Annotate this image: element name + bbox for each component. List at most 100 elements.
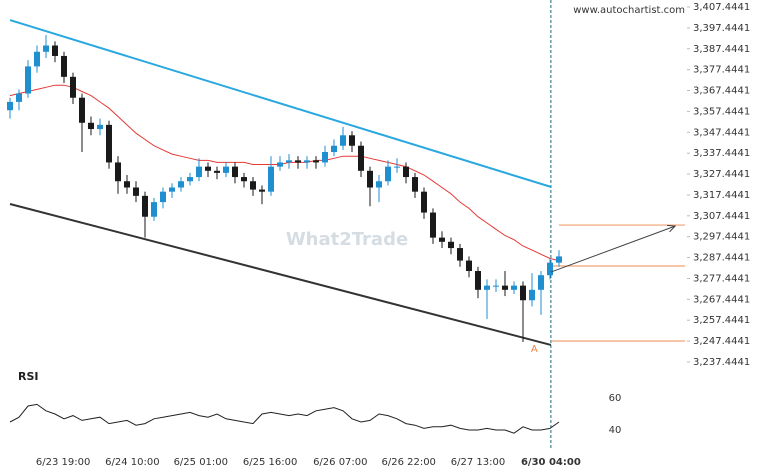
candle-body (15, 93, 22, 102)
candle-body (537, 275, 544, 290)
x-tick-label: 6/25 01:00 (174, 457, 228, 468)
candle-body (78, 97, 85, 123)
source-label: www.autochartist.com (573, 5, 685, 16)
candle-body (483, 285, 490, 290)
candle-body (24, 66, 31, 94)
candle-body (438, 237, 445, 242)
candle-body (222, 166, 229, 173)
rsi-tick-label: 60 (609, 393, 622, 404)
y-tick-label: 3,387.4441 (693, 44, 750, 55)
candle-body (501, 285, 508, 290)
candle-body (240, 177, 247, 182)
y-tick-label: 3,337.4441 (693, 148, 750, 159)
rsi-title: RSI (18, 370, 39, 383)
candle-body (492, 285, 499, 287)
x-tick-label: 6/26 07:00 (313, 457, 367, 468)
y-tick-label: 3,317.4441 (693, 190, 750, 201)
candle-body (123, 181, 130, 188)
candle-body (375, 181, 382, 188)
candle-body (267, 166, 274, 192)
candle-body (330, 145, 337, 153)
x-tick-label: 6/27 13:00 (451, 457, 505, 468)
x-tick-label: 6/26 22:00 (381, 457, 435, 468)
candle-body (456, 248, 463, 261)
rsi-tick-label: 40 (609, 425, 622, 436)
candle-body (204, 166, 211, 171)
candle-body (510, 285, 517, 290)
candle-body (339, 135, 346, 146)
candle-body (321, 152, 328, 163)
candle-body (393, 166, 400, 168)
watermark: What2Trade (286, 229, 408, 250)
candle-body (150, 202, 157, 217)
candle-body (312, 160, 319, 163)
candle-body (132, 187, 139, 196)
x-tick-label: 6/23 19:00 (36, 457, 90, 468)
candle-body (384, 166, 391, 182)
candle-body (96, 124, 103, 130)
candle-body (249, 181, 256, 190)
y-tick-label: 3,307.4441 (693, 211, 750, 222)
channel-line (9, 19, 552, 188)
y-tick-label: 3,357.4441 (693, 106, 750, 117)
y-tick-label: 3,277.4441 (693, 273, 750, 284)
candle-body (213, 170, 220, 173)
candle-body (411, 177, 418, 192)
y-tick-label: 3,407.4441 (693, 2, 750, 13)
candle-body (69, 76, 76, 98)
y-tick-label: 3,287.4441 (693, 253, 750, 264)
y-tick-label: 3,347.4441 (693, 127, 750, 138)
forecast-arrow (550, 225, 676, 273)
candle-body (276, 162, 283, 167)
candle-body (528, 289, 535, 301)
candle-body (258, 189, 265, 192)
candle-body (447, 241, 454, 249)
candle-body (114, 162, 121, 182)
candle-body (357, 145, 364, 171)
candle-body (141, 195, 148, 217)
candle-body (87, 122, 94, 130)
candle-body (465, 260, 472, 272)
candle-body (159, 191, 166, 203)
candle-body (519, 285, 526, 301)
candle-body (555, 256, 562, 263)
candle-body (186, 177, 193, 182)
candle-body (33, 51, 40, 67)
pattern-point-label: A (531, 344, 538, 355)
y-tick-label: 3,237.4441 (693, 357, 750, 368)
candle-body (402, 166, 409, 178)
candle-body (420, 191, 427, 213)
channel-line (9, 203, 552, 346)
candle-body (366, 170, 373, 188)
candle-body (348, 135, 355, 146)
x-tick-label: 6/24 10:00 (105, 457, 159, 468)
candle-body (294, 160, 301, 163)
candle-body (285, 160, 292, 163)
arrow-head (667, 224, 677, 233)
candle-body (429, 212, 436, 238)
x-tick-label: 6/30 04:00 (521, 457, 581, 468)
y-tick-label: 3,247.4441 (693, 336, 750, 347)
y-tick-label: 3,377.4441 (693, 65, 750, 76)
x-tick-label: 6/25 16:00 (243, 457, 297, 468)
candle-body (195, 166, 202, 178)
candle-body (42, 45, 49, 52)
candle-body (474, 271, 481, 290)
moving-average (9, 84, 560, 262)
candle-body (168, 187, 175, 192)
y-tick-label: 3,257.4441 (693, 315, 750, 326)
candle-body (105, 124, 112, 163)
y-tick-label: 3,297.4441 (693, 232, 750, 243)
candle-body (303, 160, 310, 163)
candle-body (231, 166, 238, 178)
candle-body (546, 262, 553, 276)
y-tick-label: 3,267.4441 (693, 294, 750, 305)
candle-body (6, 101, 13, 111)
y-tick-label: 3,327.4441 (693, 169, 750, 180)
candle-body (60, 55, 67, 77)
candle-body (51, 45, 58, 56)
candle-body (177, 181, 184, 188)
y-tick-label: 3,367.4441 (693, 86, 750, 97)
y-tick-label: 3,397.4441 (693, 23, 750, 34)
